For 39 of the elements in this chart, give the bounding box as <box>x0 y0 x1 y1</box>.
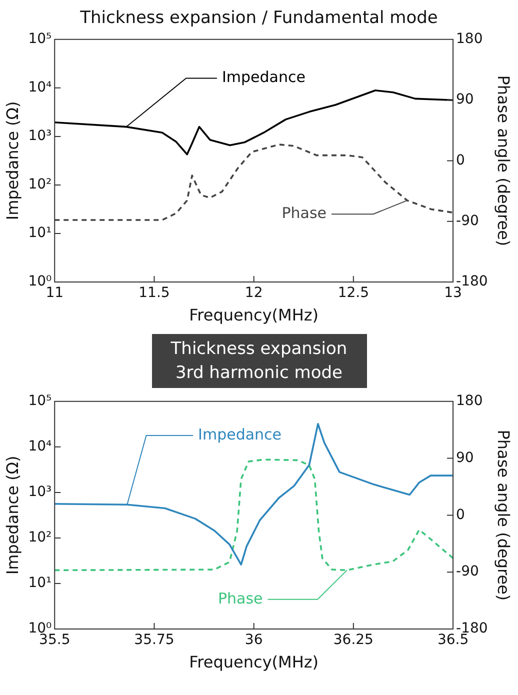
x-axis-title: Frequency(MHz) <box>189 306 319 325</box>
x-tick-label: 12 <box>244 285 263 302</box>
y-tick-label: 10⁵ <box>28 31 52 48</box>
chart-title: Thickness expansion 3rd harmonic mode <box>152 334 366 388</box>
y-tick-label: 10² <box>28 176 52 193</box>
x-tick-label: 36.25 <box>333 632 374 648</box>
y2-tick-label: 90 <box>456 92 474 108</box>
y-tick-label: 10¹ <box>28 575 52 592</box>
y2-tick-label: 0 <box>456 152 465 168</box>
x-tick-label: 13 <box>444 285 462 302</box>
y2-axis-title: Phase angle (degree) <box>494 430 514 601</box>
y2-tick-label: 180 <box>456 393 483 410</box>
y-tick-label: 10⁵ <box>28 393 52 410</box>
y-tick-label: 10² <box>28 530 52 546</box>
y-tick-label: 10⁴ <box>28 438 52 455</box>
y2-axis-title: Phase angle (degree) <box>494 75 514 246</box>
y-axis-title: Impedance (Ω) <box>2 456 22 575</box>
chart-title: Thickness expansion / Fundamental mode <box>80 8 438 28</box>
y-tick-label: 10⁴ <box>28 80 52 96</box>
y2-tick-label: 0 <box>456 506 465 523</box>
y-tick-label: 10³ <box>28 484 52 500</box>
y2-tick-label: 180 <box>456 31 483 48</box>
series-label: Impedance <box>222 68 306 86</box>
x-tick-label: 12.5 <box>338 285 370 302</box>
x-axis-title: Frequency(MHz) <box>189 652 319 672</box>
x-tick-label: 11.5 <box>138 285 170 302</box>
y2-tick-label: -90 <box>456 564 479 580</box>
x-tick-label: 11 <box>46 285 64 302</box>
y-axis-title: Impedance (Ω) <box>2 101 22 220</box>
y2-tick-label: -90 <box>456 212 479 229</box>
y2-tick-label: 90 <box>456 450 474 466</box>
y-tick-label: 10¹ <box>28 225 52 242</box>
x-tick-label: 36 <box>244 632 263 648</box>
text: Phase <box>282 204 327 222</box>
series-label: Phase <box>218 589 263 608</box>
line-series <box>54 144 454 221</box>
text: Impedance <box>198 425 282 444</box>
x-tick-label: 35.75 <box>134 632 174 648</box>
y-tick-label: 10³ <box>28 128 52 144</box>
